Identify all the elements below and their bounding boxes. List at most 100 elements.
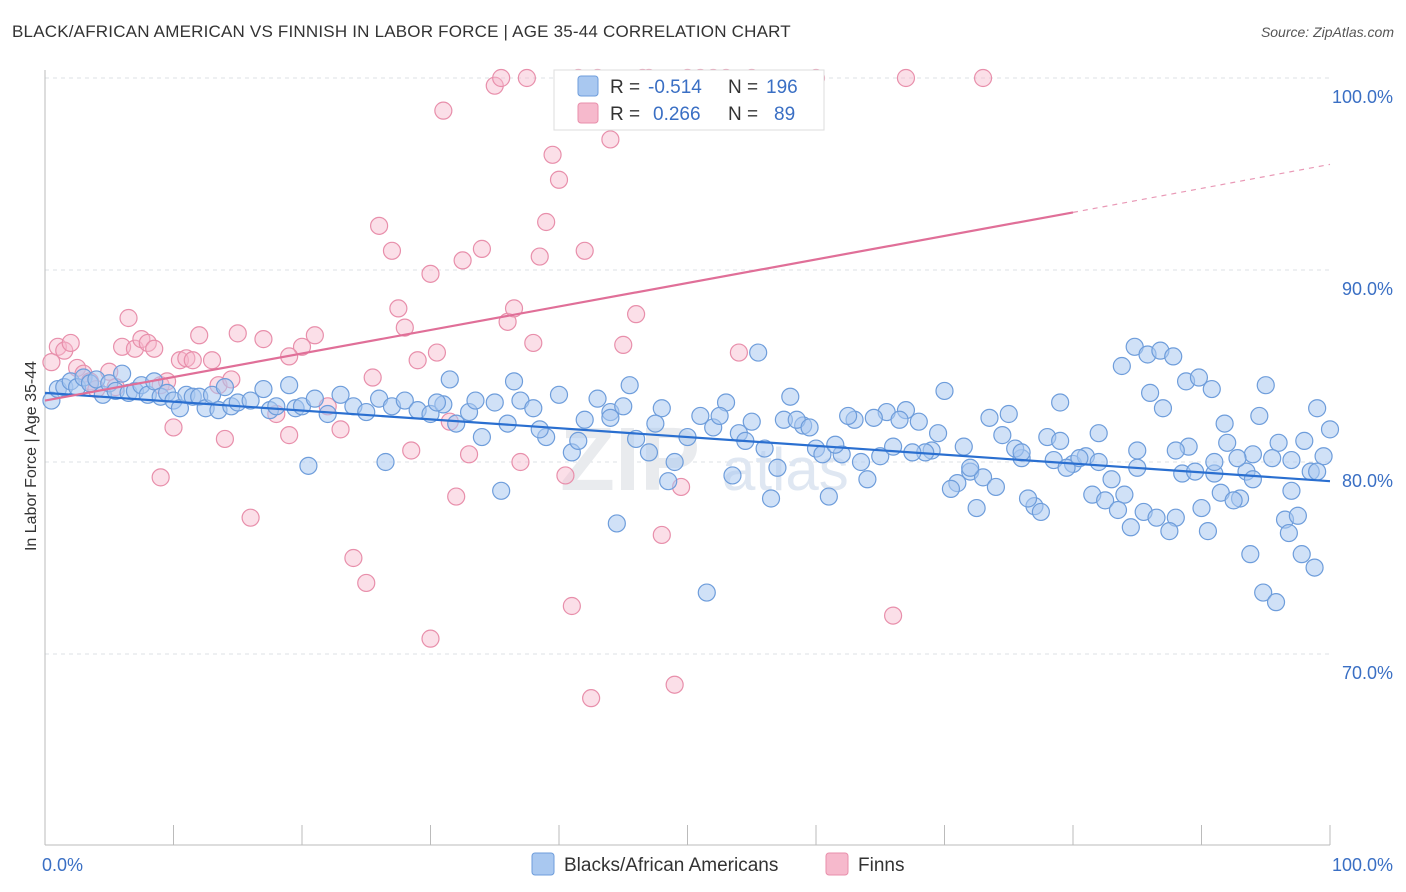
blacks-point-63 bbox=[639, 443, 659, 462]
blacks-point-186 bbox=[761, 489, 781, 508]
blacks-point-123 bbox=[710, 406, 729, 426]
blacks-point-27 bbox=[215, 378, 234, 397]
legend-r-label-pink: R = bbox=[610, 104, 640, 125]
blacks-point-112 bbox=[1269, 433, 1288, 452]
blacks-point-129 bbox=[890, 410, 909, 429]
finns-point-18 bbox=[164, 418, 183, 437]
stats-legend: R = -0.514 N = 196 R = 0.266 N = 89 bbox=[553, 69, 825, 131]
finns-point-31 bbox=[280, 426, 299, 445]
blacks-point-136 bbox=[1031, 502, 1050, 522]
finns-point-75 bbox=[652, 525, 671, 545]
finns-point-39 bbox=[370, 216, 389, 235]
finns-point-20 bbox=[177, 349, 196, 368]
blacks-point-142 bbox=[1108, 500, 1128, 520]
legend-n-label-pink: N = bbox=[728, 104, 758, 125]
blacks-point-113 bbox=[1282, 481, 1301, 500]
blacks-point-50 bbox=[472, 427, 491, 447]
blacks-point-201 bbox=[1282, 450, 1301, 470]
blacks-point-194 bbox=[1012, 443, 1031, 462]
blacks-point-141 bbox=[1096, 491, 1115, 510]
blacks-point-102 bbox=[1140, 383, 1160, 402]
finns-point-29 bbox=[254, 330, 273, 349]
blacks-point-166 bbox=[1112, 356, 1131, 376]
blacks-point-51 bbox=[485, 393, 504, 412]
trend-lines bbox=[44, 163, 1331, 483]
blacks-point-71 bbox=[742, 412, 761, 431]
series-legend: Blacks/African Americans Finns bbox=[531, 852, 904, 876]
blacks-point-159 bbox=[376, 452, 395, 472]
blacks-point-31 bbox=[254, 379, 273, 399]
blacks-point-106 bbox=[1192, 498, 1211, 518]
blacks-trend-line bbox=[44, 391, 1331, 483]
blacks-point-86 bbox=[935, 381, 954, 401]
legend-swatch-pink bbox=[577, 102, 599, 124]
blacks-point-176 bbox=[1241, 545, 1260, 564]
blacks-point-158 bbox=[1314, 447, 1333, 466]
blacks-point-89 bbox=[973, 468, 993, 487]
blacks-point-73 bbox=[768, 458, 787, 477]
blacks-point-163 bbox=[851, 452, 871, 472]
blacks-point-199 bbox=[1205, 452, 1224, 472]
finns-point-36 bbox=[344, 548, 363, 568]
finns-point-11 bbox=[119, 308, 138, 328]
finns-point-61 bbox=[537, 212, 556, 232]
blacks-point-58 bbox=[575, 410, 594, 429]
blacks-point-198 bbox=[1166, 441, 1185, 460]
finns-point-50 bbox=[453, 251, 472, 270]
blacks-point-164 bbox=[954, 437, 973, 456]
blacks-point-132 bbox=[980, 408, 999, 427]
x-tick-label-1: 100.0% bbox=[1332, 855, 1393, 875]
finns-point-56 bbox=[504, 299, 524, 318]
blacks-point-182 bbox=[697, 583, 716, 602]
legend-box bbox=[553, 69, 825, 131]
finns-point-44 bbox=[408, 351, 427, 370]
blacks-point-151 bbox=[1224, 491, 1243, 510]
blacks-point-179 bbox=[1279, 523, 1298, 543]
chart-source: Source: ZipAtlas.com bbox=[1260, 24, 1394, 40]
x-tick-label-0: 0.0% bbox=[42, 855, 83, 875]
finns-point-28 bbox=[241, 508, 260, 527]
blacks-point-98 bbox=[1089, 424, 1108, 443]
blacks-point-74 bbox=[781, 387, 800, 406]
blacks-point-195 bbox=[1051, 431, 1070, 450]
y-axis-label: In Labor Force | Age 35-44 bbox=[23, 361, 40, 551]
series-label-blacks: Blacks/African Americans bbox=[564, 855, 778, 876]
blacks-point-162 bbox=[723, 466, 742, 485]
blacks-point-177 bbox=[1254, 583, 1273, 602]
blacks-point-11 bbox=[112, 364, 132, 383]
finns-point-88 bbox=[151, 468, 170, 487]
blacks-point-121 bbox=[620, 376, 639, 395]
finns-point-23 bbox=[202, 351, 222, 370]
blacks-point-173 bbox=[1202, 379, 1221, 399]
y-tick-label-0: 100.0% bbox=[1332, 87, 1393, 107]
legend-swatch-blue bbox=[577, 75, 599, 97]
finns-point-87 bbox=[973, 68, 993, 88]
blacks-point-183 bbox=[601, 408, 620, 427]
blacks-point-67 bbox=[691, 406, 710, 426]
blacks-point-61 bbox=[614, 397, 633, 416]
finns-point-3 bbox=[61, 333, 80, 353]
finns-point-35 bbox=[331, 420, 350, 439]
blacks-point-122 bbox=[659, 472, 678, 491]
blacks-point-153 bbox=[1250, 406, 1269, 426]
blacks-point-56 bbox=[549, 385, 569, 404]
blacks-point-65 bbox=[665, 452, 684, 472]
blacks-point-192 bbox=[928, 424, 948, 443]
blacks-point-39 bbox=[331, 385, 350, 404]
finns-points bbox=[42, 68, 993, 708]
blacks-point-81 bbox=[871, 447, 890, 466]
finns-point-71 bbox=[614, 335, 633, 354]
finns-point-27 bbox=[228, 324, 247, 343]
blacks-point-116 bbox=[1320, 420, 1340, 439]
blacks-point-120 bbox=[504, 372, 524, 391]
finns-point-45 bbox=[421, 264, 440, 283]
blacks-point-117 bbox=[299, 456, 318, 475]
blacks-point-161 bbox=[607, 514, 626, 533]
blacks-point-77 bbox=[819, 487, 838, 506]
finns-point-76 bbox=[665, 675, 684, 694]
finns-point-86 bbox=[896, 68, 916, 88]
finns-point-47 bbox=[434, 101, 453, 120]
blacks-point-72 bbox=[755, 439, 774, 458]
finns-point-85 bbox=[883, 606, 903, 625]
series-label-finns: Finns bbox=[858, 855, 904, 876]
